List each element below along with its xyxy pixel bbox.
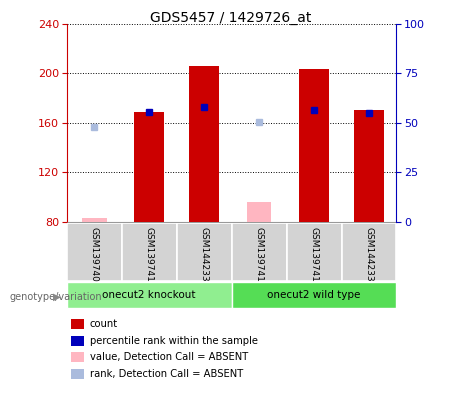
Text: GSM1397409: GSM1397409 (90, 227, 99, 288)
Text: count: count (90, 319, 118, 329)
Text: GSM1397412: GSM1397412 (309, 227, 319, 287)
Bar (231, 281, 396, 308)
Text: GSM1397411: GSM1397411 (254, 227, 264, 288)
Text: GSM1442336: GSM1442336 (365, 227, 373, 287)
Bar (122, 223, 177, 281)
Bar (134, 112, 165, 222)
Bar (231, 223, 287, 281)
Bar (67, 223, 122, 281)
Text: onecut2 knockout: onecut2 knockout (102, 290, 196, 300)
Text: GSM1442337: GSM1442337 (200, 227, 209, 287)
Bar (82, 219, 106, 222)
Bar (342, 223, 396, 281)
Text: ▶: ▶ (53, 292, 61, 302)
Bar (67, 281, 231, 308)
Bar (287, 223, 342, 281)
Text: GSM1397410: GSM1397410 (145, 227, 154, 288)
Bar (354, 110, 384, 222)
Bar (189, 66, 219, 222)
Text: rank, Detection Call = ABSENT: rank, Detection Call = ABSENT (90, 369, 243, 379)
Text: GDS5457 / 1429726_at: GDS5457 / 1429726_at (150, 11, 311, 25)
Text: genotype/variation: genotype/variation (9, 292, 102, 302)
Text: onecut2 wild type: onecut2 wild type (267, 290, 361, 300)
Bar (247, 202, 272, 222)
Text: percentile rank within the sample: percentile rank within the sample (90, 336, 258, 346)
Bar (177, 223, 231, 281)
Text: value, Detection Call = ABSENT: value, Detection Call = ABSENT (90, 352, 248, 362)
Bar (299, 70, 329, 222)
